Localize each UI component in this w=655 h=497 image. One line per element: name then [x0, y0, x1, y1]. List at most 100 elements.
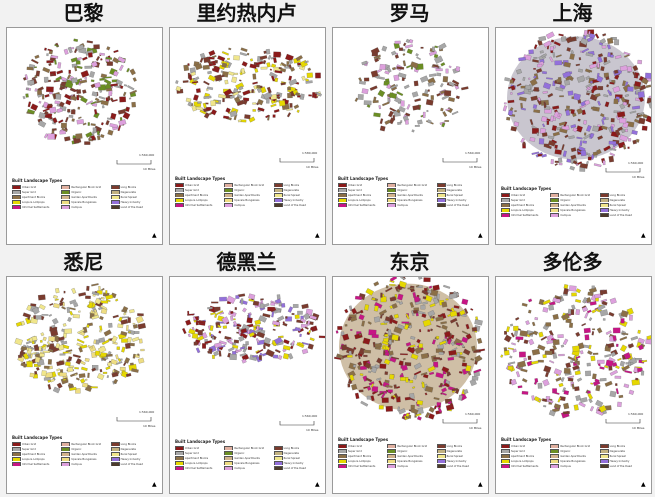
land-patch: [217, 55, 226, 62]
land-patch: [604, 380, 613, 387]
legend-title: Built Landscape Types: [501, 186, 552, 191]
land-patch: [445, 68, 449, 74]
land-patch: [432, 315, 435, 319]
land-patch: [388, 110, 394, 118]
land-patch: [418, 343, 423, 348]
legend-swatch: [110, 452, 120, 456]
legend-item: Rural Sprawl: [273, 456, 321, 460]
land-patch: [354, 97, 359, 102]
land-patch: [603, 94, 609, 98]
land-patch: [438, 405, 441, 408]
land-patch: [82, 89, 87, 94]
map-panel: 1:560,000 10 Miles Built Landscape Types Ur…: [6, 276, 163, 494]
land-patch: [124, 357, 131, 364]
land-patch: [123, 312, 127, 316]
land-patch: [575, 125, 583, 133]
legend: Urban Grid Rectangular Block Grid Long Blo…: [501, 193, 647, 217]
land-patch: [138, 338, 143, 344]
land-patch: [521, 390, 529, 395]
land-patch: [541, 53, 547, 58]
land-patch: [97, 130, 100, 135]
legend-label: Campus: [234, 203, 245, 207]
legend-label: Land of the Dead: [609, 213, 633, 217]
land-patch: [126, 325, 129, 331]
land-patch: [118, 119, 127, 126]
land-patch: [552, 339, 560, 346]
land-patch: [596, 327, 603, 334]
land-patch: [246, 52, 250, 56]
land-patch: [433, 397, 440, 401]
land-patch: [90, 123, 96, 126]
land-patch: [514, 330, 518, 336]
legend-swatch: [224, 456, 234, 460]
land-patch: [120, 330, 128, 337]
land-patch: [290, 345, 294, 350]
land-patch: [391, 303, 398, 309]
legend-item: Informal Settlements: [501, 464, 548, 468]
legend-swatch: [550, 444, 560, 448]
land-patch: [43, 133, 49, 139]
land-patch: [289, 103, 293, 108]
land-patch: [42, 350, 50, 354]
land-patch: [583, 119, 587, 125]
land-patch: [286, 61, 290, 67]
city-title: 德黑兰: [216, 250, 277, 274]
land-patch: [370, 70, 379, 78]
land-patch: [404, 323, 409, 330]
land-patch: [350, 329, 353, 331]
land-patch: [527, 355, 532, 360]
land-patch: [590, 132, 595, 138]
land-patch: [54, 59, 57, 65]
legend-item: Garden Apartments: [61, 195, 108, 199]
land-patch: [252, 81, 258, 85]
land-patch: [248, 293, 256, 300]
legend-item: Apartment Blocks: [12, 195, 59, 199]
scale-bar: [605, 168, 641, 173]
land-patch: [551, 39, 554, 43]
legend-item: Long Blocks: [436, 444, 484, 448]
land-patch: [129, 309, 135, 314]
land-patch: [27, 108, 35, 115]
land-patch: [86, 324, 90, 328]
land-patch: [86, 285, 90, 291]
land-patch: [256, 331, 266, 339]
land-patch: [545, 31, 555, 40]
land-patch: [132, 353, 136, 359]
land-patch: [422, 301, 428, 305]
land-patch: [388, 350, 394, 356]
land-patch: [455, 388, 460, 394]
land-patch: [53, 303, 60, 309]
land-patch: [398, 47, 404, 51]
land-patch: [59, 372, 67, 377]
land-patch: [240, 328, 248, 334]
land-patch: [253, 326, 257, 331]
legend-label: Upscale Bungalows: [234, 198, 260, 202]
land-patch: [438, 42, 447, 51]
legend-item: Campus: [61, 205, 108, 209]
scale-bar: [442, 158, 478, 163]
land-patch: [58, 336, 65, 341]
legend-label: Degenerate: [283, 188, 299, 192]
land-patch: [42, 336, 47, 341]
legend-swatch: [175, 446, 184, 450]
land-patch: [379, 118, 384, 124]
legend-swatch: [110, 457, 120, 461]
land-patch: [504, 102, 507, 105]
legend-swatch: [110, 195, 120, 199]
land-patch: [579, 140, 583, 146]
land-patch: [449, 310, 458, 318]
land-patch: [546, 120, 550, 125]
legend-item: Super Grid: [12, 447, 59, 451]
legend-label: Apartment Blocks: [22, 195, 46, 199]
legend-item: Degenerate: [110, 190, 158, 194]
land-patch: [592, 352, 599, 355]
city-title: 里约热内卢: [196, 1, 297, 25]
legend-label: Rural Sprawl: [283, 193, 300, 197]
land-patch: [101, 288, 105, 291]
land-patch: [627, 146, 630, 149]
land-patch: [646, 334, 651, 340]
scale-ratio-label: 1:580,000: [302, 151, 318, 155]
land-patch: [378, 405, 384, 410]
land-patch: [48, 103, 53, 106]
land-patch: [41, 370, 47, 377]
